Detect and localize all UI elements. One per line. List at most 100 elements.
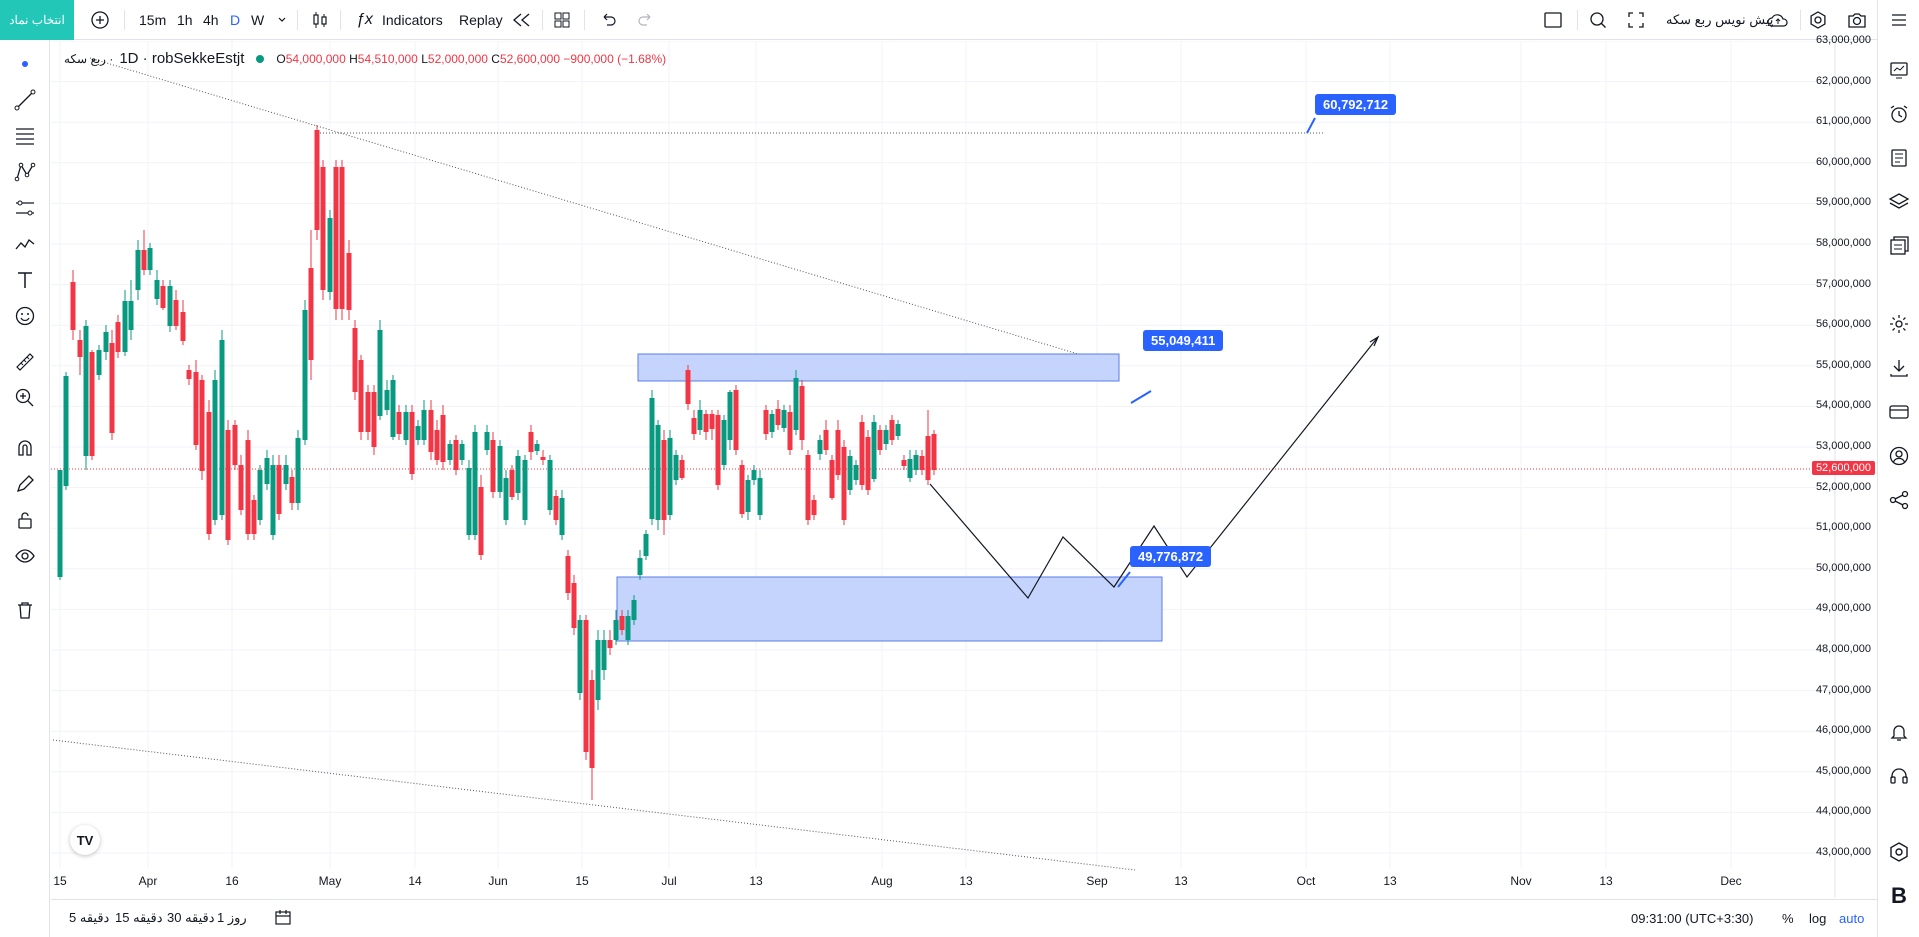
gear-icon[interactable] (1887, 312, 1911, 336)
settings-gear-icon[interactable] (1808, 0, 1828, 40)
draw-mode-icon[interactable] (13, 472, 37, 496)
emoji-icon[interactable] (13, 304, 37, 328)
candle-body (607, 640, 613, 648)
price-chart[interactable]: 15 Apr 16 May 14 Jun 15 Jul 13 Aug 13 Sep 13 Oct 13 Nov… (51, 41, 1877, 937)
percent-toggle[interactable]: % (1782, 910, 1794, 926)
interval-4h[interactable]: 4h (203, 12, 219, 28)
candle-body (727, 392, 733, 440)
candle-body (643, 534, 649, 556)
add-symbol-icon[interactable] (90, 0, 110, 40)
download-icon[interactable] (1887, 356, 1911, 380)
candle-body (63, 376, 69, 486)
watchlist-icon[interactable] (1887, 58, 1911, 82)
auto-toggle[interactable]: auto (1839, 910, 1865, 926)
candle-body (613, 620, 619, 640)
layout-name[interactable]: پیش نویس ربع سکه (1666, 12, 1774, 27)
brush-icon[interactable] (13, 232, 37, 256)
interval-w[interactable]: W (251, 12, 265, 28)
price-axis-label: 55,000,000 (1815, 358, 1871, 371)
cloud-save-icon[interactable] (1766, 0, 1790, 40)
undo-icon[interactable] (599, 0, 617, 40)
candle-body (497, 446, 503, 492)
callout-low[interactable]: 49,776,872 (1130, 546, 1212, 567)
price-axis-label: 45,000,000 (1815, 764, 1871, 777)
candle-body (931, 434, 937, 470)
magnet-icon[interactable] (13, 436, 37, 460)
pattern-icon[interactable] (13, 160, 37, 184)
candle-body (763, 410, 769, 434)
redo-icon[interactable] (637, 0, 655, 40)
replay-button[interactable]: Replay (459, 12, 503, 28)
quick-search-icon[interactable] (1588, 0, 1608, 40)
symbol-prefix[interactable]: ربع سکه · (64, 51, 114, 66)
help-headset-icon[interactable] (1887, 764, 1911, 788)
calendar-icon[interactable] (1887, 234, 1911, 258)
layers-icon[interactable] (1887, 190, 1911, 214)
range-15m[interactable]: 15 دقیقه (115, 910, 163, 925)
share-icon[interactable] (1887, 488, 1911, 512)
crosshair-dot-icon[interactable] (13, 52, 37, 76)
candles-chart-type-icon[interactable] (310, 0, 330, 40)
alarm-clock-icon[interactable] (1887, 102, 1911, 126)
candle-body (877, 430, 883, 450)
user-icon[interactable] (1887, 444, 1911, 468)
eye-icon[interactable] (13, 544, 37, 568)
menu-icon[interactable] (1887, 8, 1911, 32)
expand-icon[interactable] (1626, 0, 1646, 40)
candle-body (89, 352, 95, 456)
candle-body (490, 440, 496, 492)
text-tool-icon[interactable] (13, 268, 37, 292)
range-1d[interactable]: 1 روز (217, 910, 247, 925)
candle-body (913, 455, 919, 470)
callout-top[interactable]: 60,792,712 (1315, 94, 1397, 115)
candle-body (883, 430, 889, 444)
trend-line-icon[interactable] (13, 88, 37, 112)
fib-retracement-icon[interactable] (13, 124, 37, 148)
symbol-search-button[interactable]: انتخاب نماد (0, 0, 74, 40)
interval-1h[interactable]: 1h (177, 12, 193, 28)
candle-body (283, 465, 289, 484)
candle-body (889, 420, 895, 440)
chart-pane[interactable]: 15 Apr 16 May 14 Jun 15 Jul 13 Aug 13 Sep 13 Oct 13 Nov… (51, 41, 1877, 937)
candle-body (528, 432, 534, 452)
interval-15m[interactable]: 15m (139, 12, 167, 28)
indicators-button[interactable]: Indicators (382, 12, 443, 28)
help-center-icon[interactable] (1887, 840, 1911, 864)
news-icon[interactable] (1887, 146, 1911, 170)
prediction-tools-icon[interactable] (13, 196, 37, 220)
time-axis-label: 14 (408, 874, 422, 888)
trash-icon[interactable] (13, 598, 37, 622)
price-axis-label: 58,000,000 (1815, 237, 1871, 249)
replay-icon[interactable] (510, 0, 532, 40)
fx-icon[interactable]: ƒx (356, 11, 373, 28)
clock-time[interactable]: 09:31:00 (UTC+3:30) (1631, 910, 1754, 926)
fullscreen-rect-icon[interactable] (1543, 0, 1563, 40)
interval-d[interactable]: D (230, 12, 241, 28)
date-range-icon[interactable] (273, 900, 293, 936)
time-axis-label: Dec (1720, 874, 1741, 888)
zoom-in-icon[interactable] (13, 386, 37, 410)
callout-mid[interactable]: 55,049,411 (1143, 330, 1224, 351)
notifications-bell-icon[interactable] (1887, 720, 1911, 744)
chevron-down-icon[interactable] (277, 0, 287, 40)
symbol-title[interactable]: 1D · robSekkeEstjt (119, 50, 245, 67)
candle-body (509, 470, 515, 497)
candle-body (115, 322, 121, 352)
time-axis-label: May (319, 874, 342, 888)
camera-icon[interactable] (1846, 0, 1868, 40)
range-30m[interactable]: 30 دقیقه (167, 910, 215, 925)
candle-body (466, 468, 472, 535)
candle-body (733, 390, 739, 450)
candle-body (709, 414, 715, 429)
candle-body (199, 380, 205, 471)
time-axis-label: Jun (488, 874, 507, 888)
wallet-icon[interactable] (1887, 400, 1911, 424)
ruler-icon[interactable] (13, 350, 37, 374)
bold-b-icon[interactable]: B (1891, 883, 1907, 908)
candle-body (595, 640, 601, 700)
lock-icon[interactable] (13, 508, 37, 532)
log-toggle[interactable]: log (1809, 910, 1827, 926)
templates-icon[interactable] (553, 0, 571, 40)
time-axis-label: Jul (661, 874, 676, 888)
range-5m[interactable]: 5 دقیقه (69, 910, 110, 925)
